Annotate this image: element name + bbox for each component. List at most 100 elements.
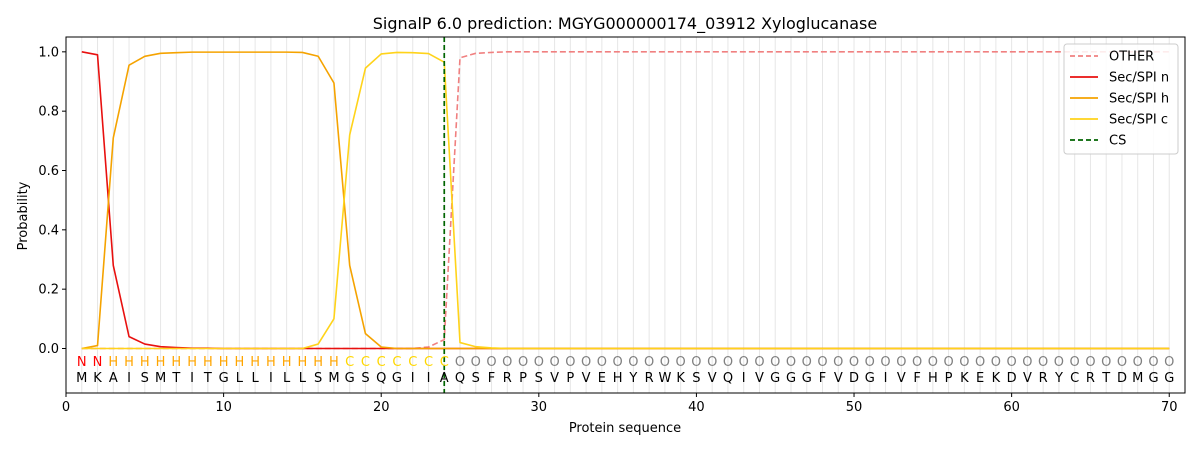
residue-label: T xyxy=(171,371,180,386)
region-label: O xyxy=(455,355,465,370)
region-label: O xyxy=(518,355,528,370)
residue-label: E xyxy=(976,371,984,386)
region-label: C xyxy=(424,355,433,370)
region-label: H xyxy=(187,355,197,370)
residue-label: G xyxy=(802,371,812,386)
region-label: O xyxy=(502,355,512,370)
region-label: O xyxy=(1164,355,1174,370)
region-label: O xyxy=(1070,355,1080,370)
x-axis-label: Protein sequence xyxy=(569,421,681,436)
region-label: C xyxy=(377,355,386,370)
residue-label: Q xyxy=(455,371,465,386)
residue-label: G xyxy=(786,371,796,386)
residue-label: G xyxy=(392,371,402,386)
y-tick-label: 0.8 xyxy=(38,105,59,120)
residue-label: G xyxy=(1164,371,1174,386)
residue-label: G xyxy=(865,371,875,386)
residue-label: L xyxy=(299,371,307,386)
region-label: O xyxy=(676,355,686,370)
residue-label: L xyxy=(252,371,260,386)
x-tick-label: 10 xyxy=(215,400,232,415)
residue-label: P xyxy=(519,371,527,386)
region-label: O xyxy=(928,355,938,370)
region-label: O xyxy=(644,355,654,370)
legend-label: OTHER xyxy=(1109,50,1154,65)
region-label: O xyxy=(723,355,733,370)
legend-label: CS xyxy=(1109,134,1126,149)
residue-label: R xyxy=(645,371,654,386)
residue-label: C xyxy=(1070,371,1079,386)
residue-label: I xyxy=(742,371,746,386)
region-label: H xyxy=(156,355,166,370)
region-label: O xyxy=(1085,355,1095,370)
residue-label: S xyxy=(314,371,322,386)
y-tick-label: 0.0 xyxy=(38,342,59,357)
residue-label: D xyxy=(1007,371,1017,386)
legend-label: Sec/SPI n xyxy=(1109,71,1169,86)
residue-label: Q xyxy=(723,371,733,386)
residue-label: I xyxy=(190,371,194,386)
residue-label: V xyxy=(834,371,843,386)
region-label: O xyxy=(1007,355,1017,370)
region-label: O xyxy=(739,355,749,370)
region-label: H xyxy=(219,355,229,370)
region-label: O xyxy=(1101,355,1111,370)
region-label: O xyxy=(786,355,796,370)
y-tick-label: 1.0 xyxy=(38,45,59,60)
region-label: O xyxy=(1038,355,1048,370)
x-tick-label: 50 xyxy=(846,400,863,415)
region-label: N xyxy=(77,355,87,370)
region-label: O xyxy=(1133,355,1143,370)
y-tick-label: 0.6 xyxy=(38,164,59,179)
region-label: H xyxy=(266,355,276,370)
region-label: C xyxy=(361,355,370,370)
region-label: H xyxy=(313,355,323,370)
residue-label: Y xyxy=(628,371,637,386)
residue-label: G xyxy=(770,371,780,386)
region-label: O xyxy=(1022,355,1032,370)
region-label: C xyxy=(440,355,449,370)
series-line-other xyxy=(81,51,1170,350)
residue-label: G xyxy=(1148,371,1158,386)
residue-label: K xyxy=(676,371,685,386)
residue-label: S xyxy=(141,371,149,386)
residue-label: S xyxy=(472,371,480,386)
x-tick-label: 70 xyxy=(1161,400,1178,415)
region-label: O xyxy=(1117,355,1127,370)
region-label: O xyxy=(975,355,985,370)
region-label: O xyxy=(959,355,969,370)
legend: OTHER Sec/SPI n Sec/SPI h Sec/SPI c CS xyxy=(1063,43,1179,155)
region-label: H xyxy=(298,355,308,370)
legend-box xyxy=(1063,43,1179,155)
residue-label: L xyxy=(283,371,291,386)
series-line-sec-spi-c xyxy=(81,51,1170,350)
region-label: O xyxy=(880,355,890,370)
region-label: O xyxy=(1148,355,1158,370)
region-label: C xyxy=(345,355,354,370)
residue-label: M xyxy=(155,371,166,386)
residue-label: I xyxy=(427,371,431,386)
residue-label: H xyxy=(928,371,938,386)
region-label: O xyxy=(707,355,717,370)
residue-label: M xyxy=(76,371,87,386)
residue-label: I xyxy=(269,371,273,386)
residue-label: I xyxy=(127,371,131,386)
x-tick-label: 30 xyxy=(531,400,548,415)
series-line-sec-spi-h xyxy=(81,51,1170,350)
region-label: O xyxy=(597,355,607,370)
region-label: H xyxy=(171,355,181,370)
region-label: N xyxy=(93,355,103,370)
residue-label: I xyxy=(884,371,888,386)
residue-label: P xyxy=(566,371,574,386)
residue-label: T xyxy=(1101,371,1110,386)
region-label: O xyxy=(1054,355,1064,370)
residue-label: V xyxy=(897,371,906,386)
residue-label: E xyxy=(598,371,606,386)
residue-label: M xyxy=(328,371,339,386)
residue-label: V xyxy=(708,371,717,386)
y-tick-label: 0.4 xyxy=(38,223,59,238)
chart-title: SignalP 6.0 prediction: MGYG000000174_03… xyxy=(373,14,877,34)
region-label: H xyxy=(140,355,150,370)
residue-label: D xyxy=(849,371,859,386)
region-label: O xyxy=(691,355,701,370)
